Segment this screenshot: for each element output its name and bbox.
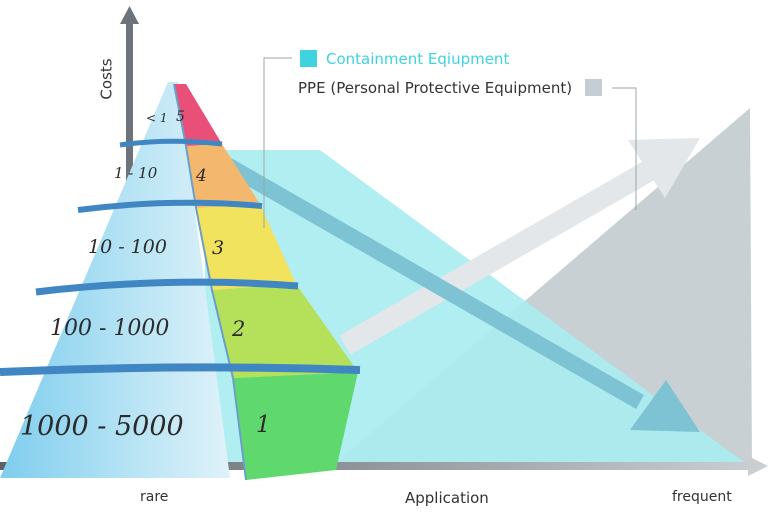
legend-ppe-swatch — [585, 79, 602, 96]
x-axis — [0, 462, 752, 470]
x-axis-min-label: rare — [140, 489, 169, 505]
pyramid-divider — [173, 83, 247, 481]
pyramid-range-3: 10 - 100 — [88, 236, 167, 258]
ppe-arrow-shaft — [339, 160, 656, 355]
pyramid-level-3-face — [196, 204, 296, 290]
x-axis-label: Application — [405, 489, 489, 507]
pyramid-band-2-1 — [0, 363, 361, 376]
x-axis-arrowhead — [748, 456, 768, 476]
pyramid-range-2: 100 - 1000 — [50, 316, 170, 341]
pyramid-range-4: 1 - 10 — [114, 164, 158, 182]
legend-ppe-leader — [612, 87, 637, 210]
pyramid-range-5: < 1 — [146, 111, 168, 125]
pyramid-range-1: 1000 - 5000 — [20, 411, 184, 442]
y-axis-arrowhead — [120, 6, 139, 24]
pyramid-level-3: 3 — [212, 237, 225, 259]
pyramid-level-1-face — [233, 372, 358, 480]
legend-ppe-label: PPE (Personal Protective Equipment) — [298, 79, 573, 97]
pyramid-left-side — [0, 82, 230, 478]
containment-arrow-head — [630, 380, 700, 432]
legend-containment-leader — [263, 57, 292, 228]
pyramid-level-5-face — [174, 84, 222, 146]
pyramid-level-4: 4 — [196, 166, 207, 186]
legend-containment-swatch — [300, 50, 317, 67]
pyramid-level-5: 5 — [176, 109, 185, 125]
pyramid-band-5-4 — [119, 138, 223, 148]
pyramid-band-4-3 — [77, 199, 263, 213]
pyramid-level-4-face — [186, 144, 260, 208]
ppe-arrow-head — [628, 138, 700, 198]
legend-containment-label: Containment Eqiupment — [326, 50, 510, 68]
containment-arrow-shaft — [211, 151, 644, 409]
y-axis-label: Costs — [97, 58, 116, 100]
pyramid-level-1: 1 — [256, 412, 271, 438]
pyramid-level-2: 2 — [232, 317, 246, 341]
pyramid-level-2-face — [212, 284, 358, 378]
x-axis-max-label: frequent — [672, 489, 732, 505]
pyramid-band-3-2 — [35, 278, 299, 296]
